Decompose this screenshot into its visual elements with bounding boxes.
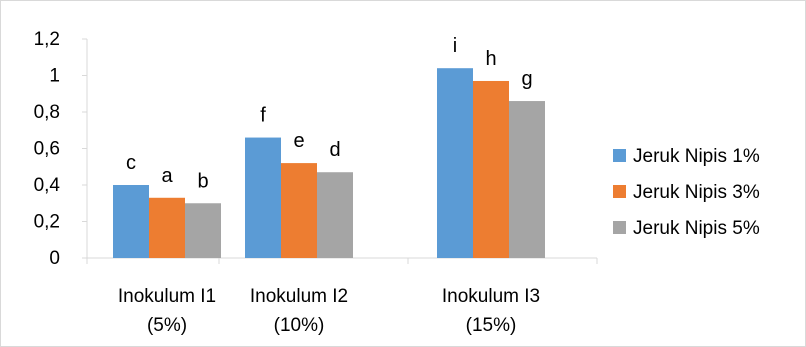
data-label: b: [197, 170, 208, 192]
x-category-label: (10%): [274, 315, 325, 336]
y-tick-label: 1: [49, 66, 60, 87]
bar: [473, 81, 509, 258]
y-tick-label: 0: [49, 248, 60, 269]
bar: [281, 163, 317, 258]
data-label: f: [260, 105, 266, 127]
bar: [437, 68, 473, 258]
legend-entry: Jeruk Nipis 1%: [633, 146, 760, 167]
data-label: d: [329, 139, 340, 161]
data-label: g: [521, 68, 532, 90]
legend-swatch: [613, 221, 626, 234]
bar: [149, 198, 185, 258]
legend-swatch: [613, 149, 626, 162]
data-label: c: [126, 152, 136, 174]
bar: [245, 138, 281, 258]
y-tick-label: 0,4: [34, 175, 61, 196]
bar: [113, 185, 149, 258]
data-label: i: [453, 35, 457, 57]
legend-entry: Jeruk Nipis 3%: [633, 182, 760, 203]
bar: [509, 101, 545, 258]
bar: [317, 172, 353, 258]
y-tick-label: 1,2: [34, 29, 60, 50]
x-category-label: (5%): [147, 315, 187, 336]
legend: Jeruk Nipis 1% Jeruk Nipis 3% Jeruk Nipis …: [613, 146, 760, 239]
x-category-label: Inokulum I2: [250, 286, 348, 307]
legend-swatch: [613, 185, 626, 198]
bar: [185, 203, 221, 258]
data-label: e: [293, 130, 304, 152]
x-category-label: (15%): [466, 315, 517, 336]
x-category-label: Inokulum I3: [442, 286, 540, 307]
x-category-label: Inokulum I1: [118, 286, 216, 307]
y-tick-label: 0,6: [34, 139, 60, 160]
y-tick-label: 0,2: [34, 212, 60, 233]
data-label: h: [485, 48, 496, 70]
data-label: a: [161, 165, 173, 187]
bars: [113, 68, 545, 258]
y-tick-label: 0,8: [34, 102, 60, 123]
legend-entry: Jeruk Nipis 5%: [633, 218, 760, 239]
